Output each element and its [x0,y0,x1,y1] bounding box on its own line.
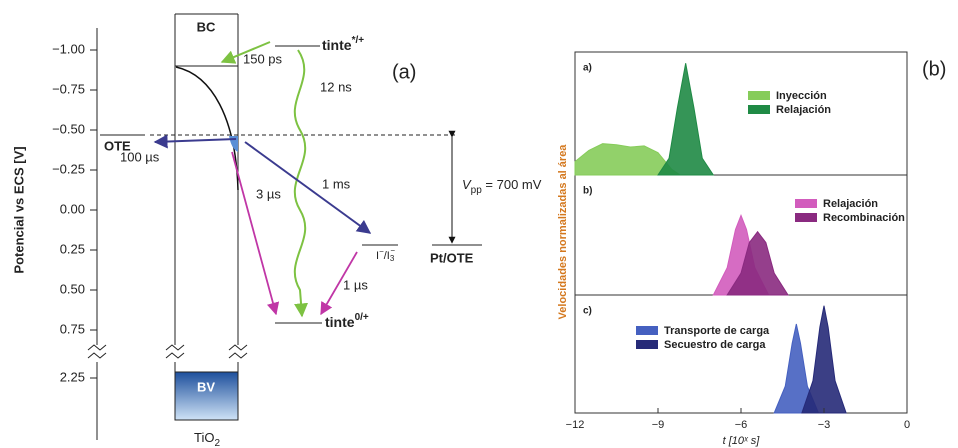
tio2-base: TiO [194,430,214,445]
x-tick-label: −6 [735,419,748,431]
legend-swatch [795,213,817,222]
y-tick-label: −0.25 [52,161,85,176]
y-tick-label: 0.00 [60,201,85,216]
subpanel-label: c) [583,306,592,317]
legend-label: Secuestro de carga [664,339,766,351]
redox-label: I−/I3− [376,246,395,263]
dye-base: tinte [325,314,355,330]
time-label: 1 ms [322,176,351,191]
dye-ground-label: tinte0/+ [325,312,369,330]
vpp-part: V [462,177,472,192]
relaxation-arrow [293,49,309,318]
y-tick-label: −1.00 [52,41,85,56]
y-tick-label: −0.75 [52,81,85,96]
time-label: 12 ns [320,79,352,94]
x-tick-label: −3 [818,419,831,431]
legend-label: Relajación [776,104,831,116]
bc-label: BC [197,19,216,34]
subpanel-label: a) [583,63,592,74]
legend-label: Inyección [776,90,827,102]
area [801,305,847,414]
dye-sup: 0/+ [355,312,369,323]
vpp-label: Vpp = 700 mV [462,177,542,195]
injection-arrow [220,41,271,64]
dye-base: tinte [322,37,352,53]
panel-label: (b) [922,58,946,80]
band-bending [175,66,239,191]
y-tick-label: 2.25 [60,369,85,384]
regeneration-arrow [320,251,358,316]
panel-a: Potencial vs ECS [V] BC BV TiO2 OTE tint… [11,13,542,448]
redox-part: − [379,247,384,256]
pt-ote-label: Pt/OTE [430,250,474,265]
recombination-arrow [231,151,280,316]
y-tick-label: 0.75 [60,321,85,336]
dye-sup: */+ [352,35,365,46]
area [726,230,789,296]
redox-part: − [390,246,395,255]
time-label: 150 ps [243,51,283,66]
bv-label: BV [197,379,215,394]
time-label: 100 µs [120,149,160,164]
x-axis-title: t [10ˣ s] [723,435,761,447]
redox-part: /I [384,250,390,262]
y-tick-label: −0.50 [52,121,85,136]
y-axis-title: Velocidades normalizadas al área [557,144,569,320]
legend-label: Transporte de carga [664,325,770,337]
y-tick-label: 0.50 [60,281,85,296]
ote-arrow [153,134,237,149]
tio2-label: TiO2 [194,430,220,448]
x-tick-label: −9 [652,419,665,431]
legend-swatch [636,326,658,335]
legend-swatch [636,340,658,349]
x-tick-label: −12 [566,419,585,431]
panel-label: (a) [392,61,416,83]
redox-part: 3 [390,254,395,263]
tio2-sub: 2 [214,438,220,448]
redox-part: I [376,250,379,262]
ote-label: OTE [104,138,131,153]
legend-label: Recombinación [823,212,905,224]
time-label: 1 µs [343,277,368,292]
recombination-arrow [244,141,372,234]
vpp-part: pp [471,185,483,196]
area [657,63,715,176]
legend-swatch [748,91,770,100]
y-tick-label: 0.25 [60,241,85,256]
axis-break [165,344,248,359]
legend-swatch [748,105,770,114]
vpp-part: = 700 mV [482,177,542,192]
panel-b: Velocidades normalizadas al área (b) a) I… [557,51,946,447]
dye-excited-label: tinte*/+ [322,35,364,53]
legend-swatch [795,199,817,208]
y-axis-title: Potencial vs ECS [V] [11,146,26,273]
x-tick-label: 0 [904,419,910,431]
time-label: 3 µs [256,186,281,201]
legend-label: Relajación [823,198,878,210]
axis-break [87,344,107,359]
subpanel-label: b) [583,186,592,197]
valence-band [174,371,239,421]
